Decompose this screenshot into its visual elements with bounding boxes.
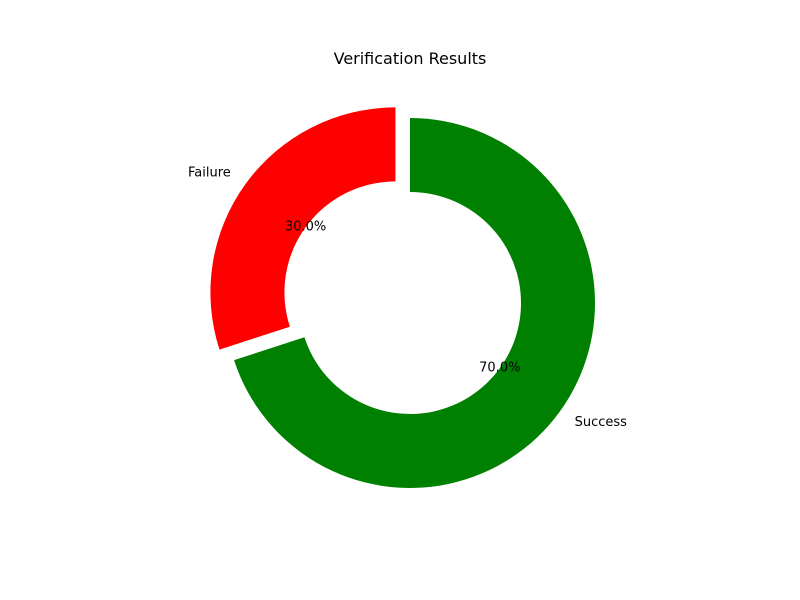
percent-label-failure: 30.0% [285, 220, 326, 235]
slices-group [210, 107, 596, 488]
chart-title: Verification Results [334, 49, 487, 68]
labels-group: Success 70.0% Failure 30.0% [188, 165, 627, 430]
percent-label-success: 70.0% [479, 361, 520, 376]
slice-label-success: Success [575, 415, 628, 430]
slice-failure [210, 107, 396, 350]
slice-label-failure: Failure [188, 165, 231, 180]
slice-success [234, 118, 596, 488]
